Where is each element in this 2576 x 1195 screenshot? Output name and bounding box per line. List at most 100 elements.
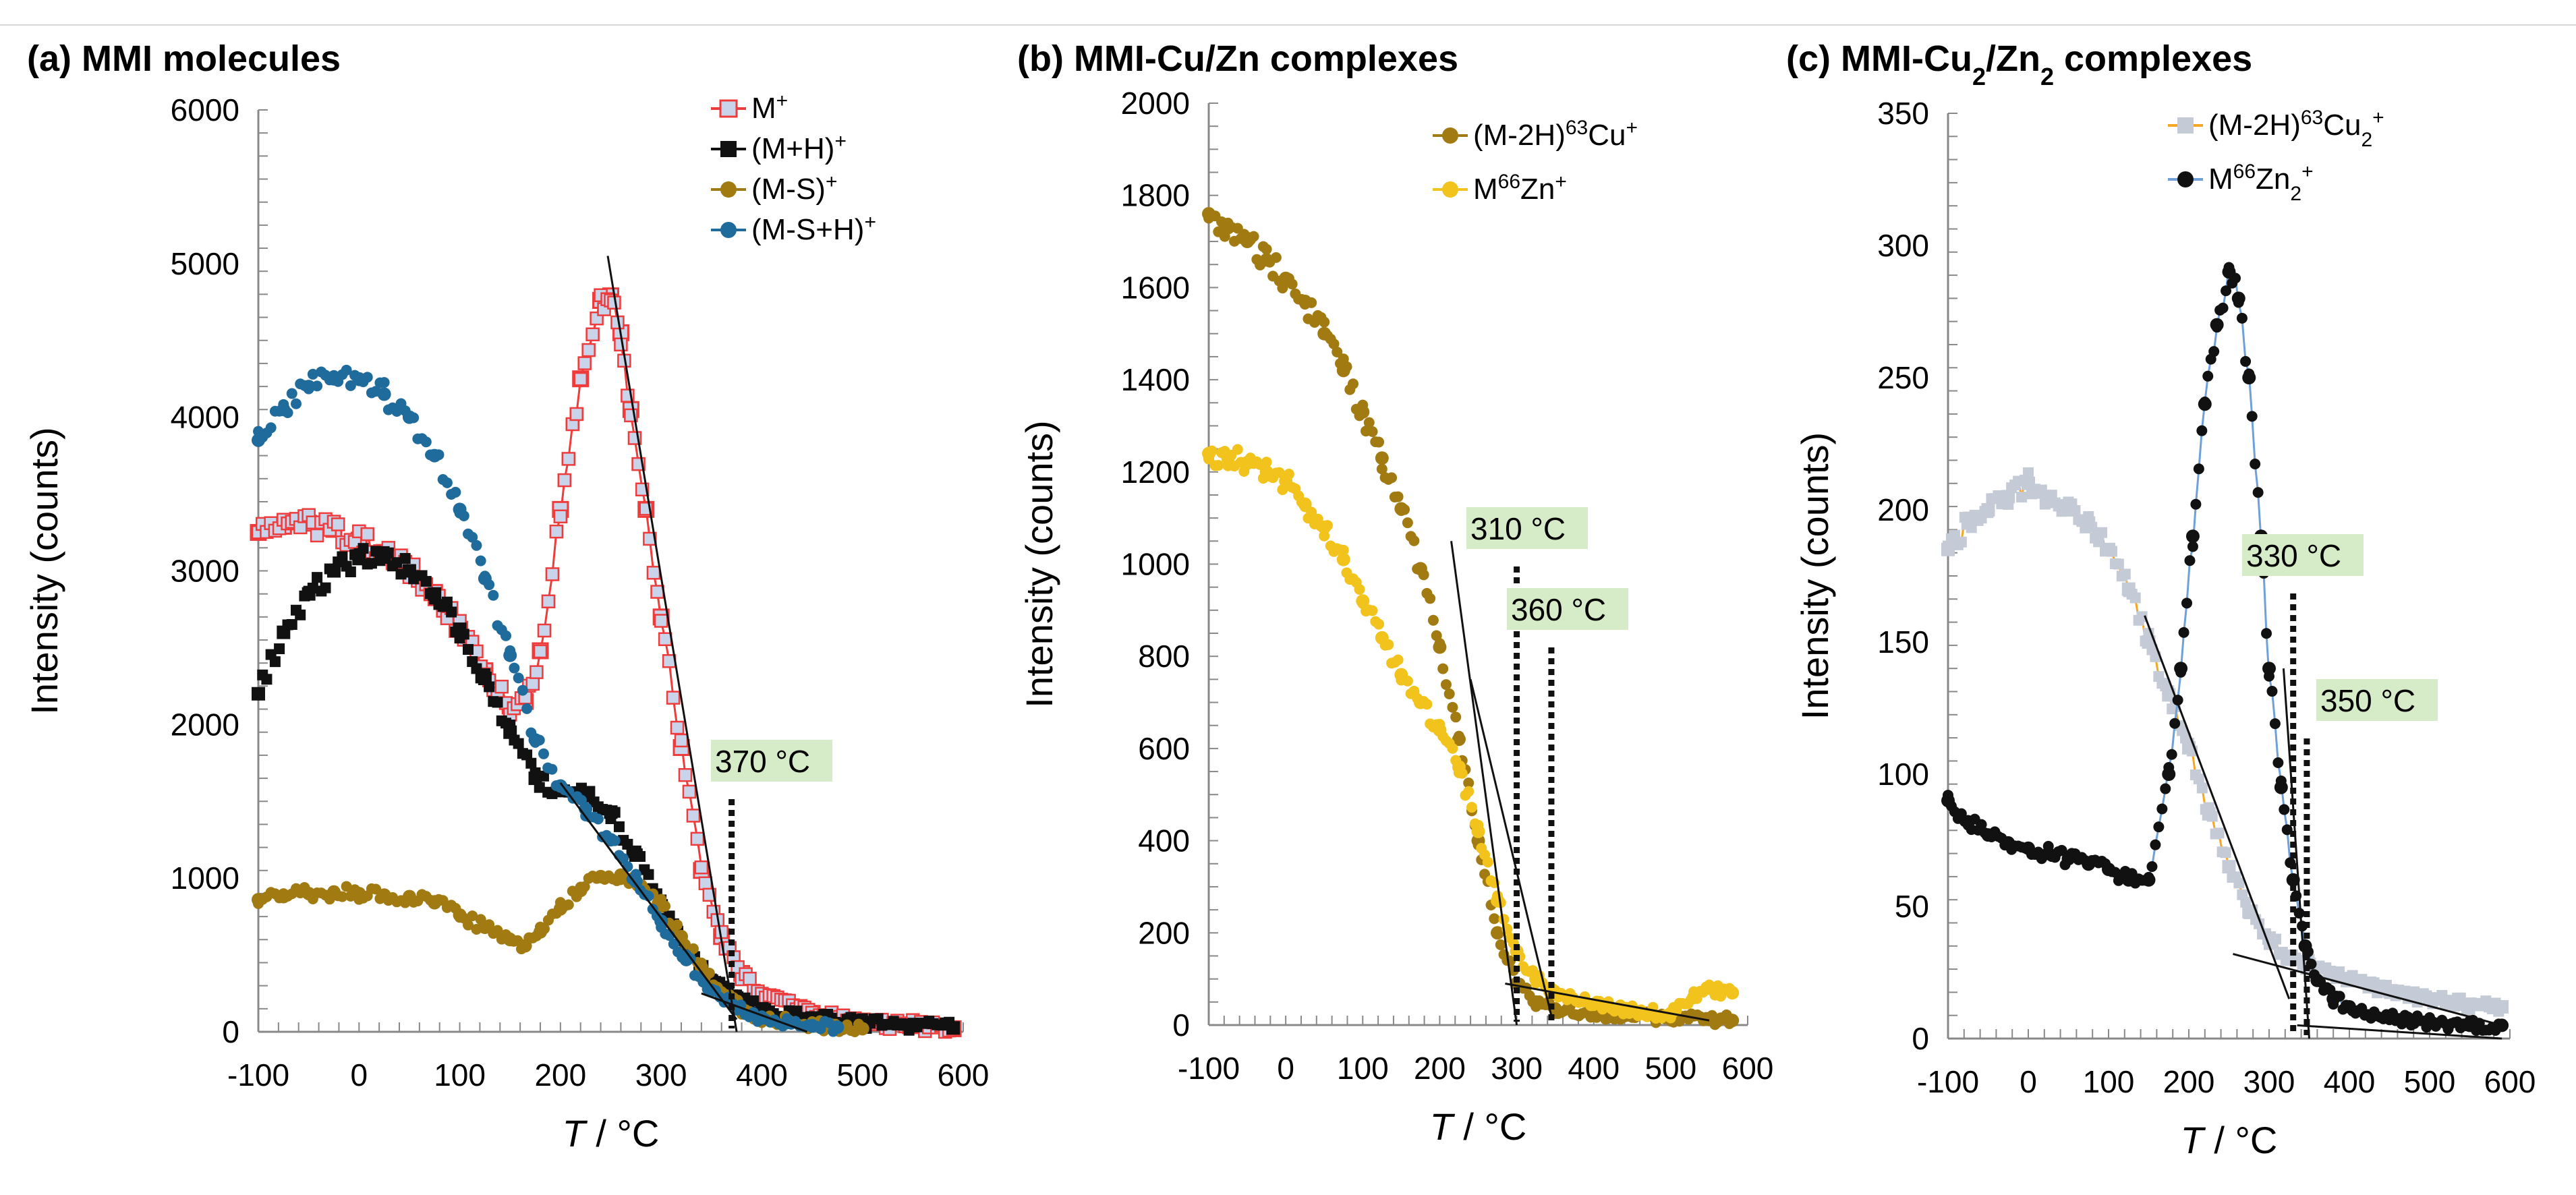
scatter-marker <box>1341 361 1352 372</box>
scatter-marker <box>561 452 576 466</box>
scatter-marker <box>253 687 264 699</box>
x-tick-label: 0 <box>1277 1051 1294 1086</box>
x-tick-label: 0 <box>2020 1064 2037 1099</box>
scatter-marker <box>674 733 689 748</box>
scatter-marker <box>857 1023 868 1034</box>
scatter-marker <box>1255 260 1266 271</box>
scatter-marker <box>391 557 403 569</box>
scatter-marker <box>408 412 420 424</box>
scatter-marker <box>269 656 281 668</box>
y-tick-label: 800 <box>1138 639 1190 674</box>
legend-element: Cu <box>2323 109 2361 142</box>
fit-line <box>1469 679 1553 1016</box>
scatter-marker <box>1367 426 1378 438</box>
scatter-marker <box>471 663 482 674</box>
scatter-marker <box>1383 639 1394 650</box>
scatter-marker <box>1306 297 1317 308</box>
scatter-marker <box>2113 558 2124 570</box>
scatter-marker <box>509 662 520 674</box>
scatter-marker <box>471 540 482 551</box>
scatter-marker <box>2190 498 2202 510</box>
scatter-marker <box>265 422 277 434</box>
panel-title-sub: 2 <box>1972 63 1986 90</box>
scatter-marker <box>1348 378 1359 390</box>
x-tick-label: 100 <box>2083 1064 2135 1099</box>
annotation-label: 350 °C <box>2320 683 2415 718</box>
scatter-marker <box>2059 859 2071 871</box>
legend-marker <box>720 222 737 238</box>
scatter-marker <box>687 943 699 954</box>
panel-b: (b) MMI-Cu/Zn complexes02004006008001000… <box>1017 38 1773 1148</box>
scatter-marker <box>1402 517 1413 529</box>
scatter-marker <box>643 531 657 546</box>
scatter-marker <box>345 380 356 391</box>
scatter-marker <box>1421 699 1433 710</box>
scatter-marker <box>2269 718 2281 730</box>
scatter-marker <box>1437 663 1449 674</box>
scatter-marker <box>2166 749 2177 760</box>
x-tick-label: 300 <box>1491 1051 1543 1086</box>
x-axis-label: T / °C <box>1430 1105 1527 1148</box>
legend-label: (M-2H)63Cu2+ <box>2208 107 2384 151</box>
scatter-marker <box>479 571 490 582</box>
scatter-marker <box>672 919 683 931</box>
scatter-marker <box>549 524 564 539</box>
fit-line <box>2233 953 2502 1026</box>
scatter-marker <box>312 572 323 583</box>
scatter-marker <box>492 697 503 708</box>
y-tick-label: 2000 <box>1121 86 1190 121</box>
scatter-marker <box>1261 457 1272 468</box>
scatter-marker <box>1219 231 1230 242</box>
scatter-marker <box>458 510 469 521</box>
legend-item: (M-2H)63Cu+ <box>1433 117 1638 152</box>
series-line <box>1947 267 2502 1034</box>
scatter-marker <box>450 486 461 498</box>
fit-line <box>606 256 738 1032</box>
scatter-marker <box>557 473 572 488</box>
scatter-marker <box>529 665 544 679</box>
legend-name: (M-S+H) <box>751 213 864 246</box>
legend-label: (M-S+H)+ <box>751 211 876 247</box>
scatter-marker <box>2119 569 2131 580</box>
x-tick-label: 400 <box>1568 1051 1620 1086</box>
scatter-marker <box>1463 786 1475 797</box>
scatter-marker <box>2106 546 2117 557</box>
scatter-marker <box>538 748 549 759</box>
data-point <box>2185 529 2200 544</box>
legend-charge: + <box>1555 171 1567 193</box>
scatter-marker <box>475 555 486 566</box>
scatter-marker <box>2496 1001 2508 1012</box>
scatter-marker <box>630 869 641 880</box>
y-tick-label: 50 <box>1895 889 1929 924</box>
scatter-marker <box>471 923 482 935</box>
panel-title-text: MMI-Cu <box>1841 38 1972 79</box>
panel-title: (c) MMI-Cu2/Zn2 complexes <box>1786 38 2252 90</box>
scatter-marker <box>1203 453 1214 465</box>
scatter-marker <box>2328 999 2339 1010</box>
scatter-marker <box>2153 821 2165 833</box>
scatter-marker <box>2246 411 2258 422</box>
scatter-marker <box>310 528 324 543</box>
scatter-marker <box>694 860 709 875</box>
y-tick-label: 5000 <box>171 246 239 281</box>
scatter-marker <box>1213 460 1224 471</box>
legend-label: (M-S)+ <box>751 171 838 206</box>
scatter-marker <box>2223 262 2235 273</box>
annotation-label: 370 °C <box>715 744 810 779</box>
y-tick-label: 1000 <box>171 861 239 896</box>
scatter-marker <box>1982 507 1994 519</box>
panel-label: (a) <box>27 38 82 79</box>
scatter-marker <box>832 1022 843 1033</box>
x-tick-label: 500 <box>1644 1051 1696 1086</box>
legend-name: (M-2H) <box>2208 109 2301 142</box>
series-4 <box>252 364 845 1037</box>
x-tick-label: 400 <box>736 1057 788 1092</box>
legend-charge: + <box>864 211 876 233</box>
scatter-marker <box>420 576 432 587</box>
scatter-marker <box>2202 370 2214 382</box>
legend-marker <box>720 141 737 157</box>
scatter-marker <box>823 1017 834 1028</box>
legend-name: M <box>751 92 776 125</box>
y-tick-label: 2000 <box>171 707 239 742</box>
scatter-marker <box>704 967 715 979</box>
